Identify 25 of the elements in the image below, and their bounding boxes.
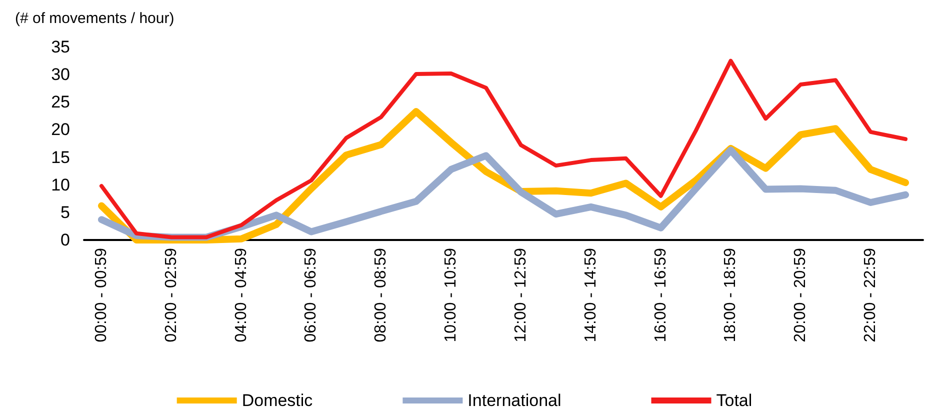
x-tick-label: 20:00 - 20:59	[792, 248, 810, 342]
y-axis-title: (# of movements / hour)	[15, 10, 174, 27]
y-tick-label: 35	[51, 38, 70, 56]
y-tick-label: 5	[60, 202, 70, 222]
x-tick-label: 12:00 - 12:59	[512, 248, 530, 342]
x-tick-label: 16:00 - 16:59	[652, 248, 670, 342]
x-tick-label: 02:00 - 02:59	[162, 248, 180, 342]
legend-label: Total	[716, 391, 752, 410]
x-tick-label: 06:00 - 06:59	[302, 248, 320, 342]
legend-label: International	[468, 391, 562, 410]
line-series	[99, 58, 908, 240]
legend-label: Domestic	[242, 391, 314, 410]
y-tick-label: 20	[51, 120, 70, 140]
y-tick-label: 15	[51, 148, 70, 167]
y-tick-label: 10	[51, 175, 70, 194]
x-tick-label: 18:00 - 18:59	[722, 248, 740, 342]
x-tick-label: 04:00 - 04:59	[232, 248, 250, 342]
y-tick-label: 25	[51, 92, 70, 112]
x-tick-label: 00:00 - 00:59	[92, 248, 110, 342]
y-tick-label: 30	[51, 65, 70, 84]
y-tick-label: 0	[60, 230, 70, 250]
x-tick-label: 10:00 - 10:59	[442, 248, 460, 342]
x-tick-label: 14:00 - 14:59	[582, 248, 600, 342]
x-tick-label: 22:00 - 22:59	[862, 248, 880, 342]
x-tick-label: 08:00 - 08:59	[372, 248, 390, 342]
